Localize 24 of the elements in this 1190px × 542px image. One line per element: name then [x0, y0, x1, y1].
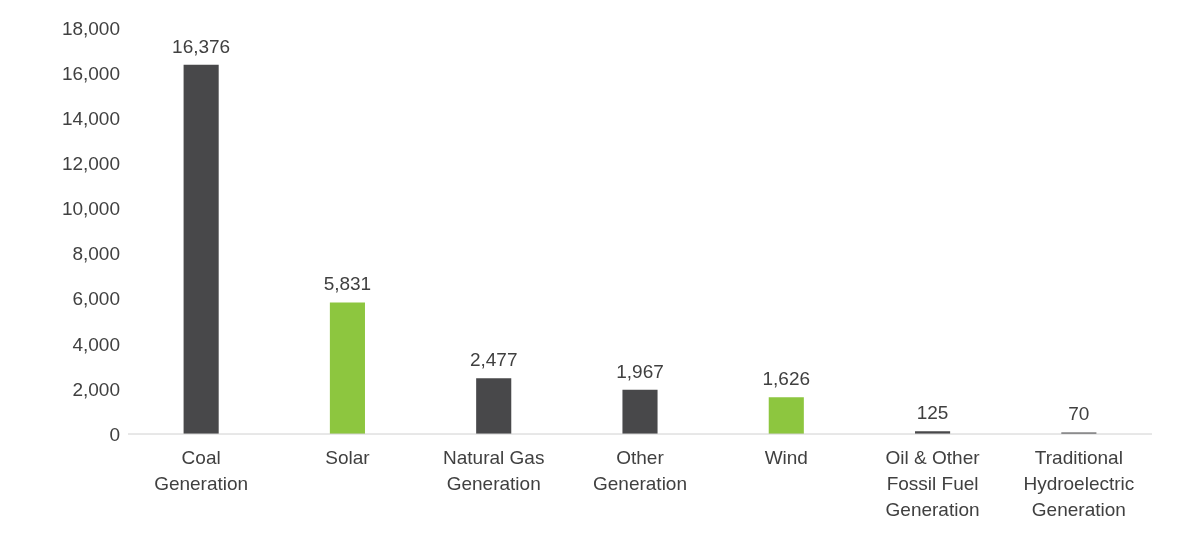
- x-tick-label: Solar: [325, 447, 371, 468]
- y-tick-label: 6,000: [72, 288, 120, 310]
- y-tick-label: 8,000: [72, 243, 120, 265]
- y-tick-label: 10,000: [61, 198, 120, 220]
- data-label: 125: [916, 402, 949, 424]
- data-label: 2,477: [469, 349, 518, 371]
- x-tick-label: Other Generation: [592, 447, 688, 494]
- y-tick-label: 18,000: [61, 17, 120, 39]
- data-label: 1,967: [616, 360, 664, 382]
- data-label: 16,376: [172, 35, 231, 57]
- x-tick-label: Natural Gas Generation: [443, 447, 545, 494]
- x-tick-label: Wind: [764, 447, 808, 468]
- x-tick-label: Coal Generation: [154, 447, 249, 494]
- x-tick-label: Traditional Hydroelectric Generation: [1023, 447, 1135, 520]
- y-tick-label: 14,000: [61, 107, 120, 129]
- data-label: 5,831: [323, 273, 372, 295]
- y-tick-label: 0: [109, 423, 120, 445]
- x-tick-label: Oil & Other Fossil Fuel Generation: [885, 447, 981, 520]
- y-tick-label: 16,000: [61, 62, 120, 84]
- y-tick-label: 2,000: [72, 378, 120, 400]
- y-tick-label: 4,000: [72, 333, 120, 355]
- data-label: 70: [1068, 403, 1090, 425]
- data-label: 1,626: [762, 368, 811, 390]
- y-tick-label: 12,000: [61, 153, 120, 175]
